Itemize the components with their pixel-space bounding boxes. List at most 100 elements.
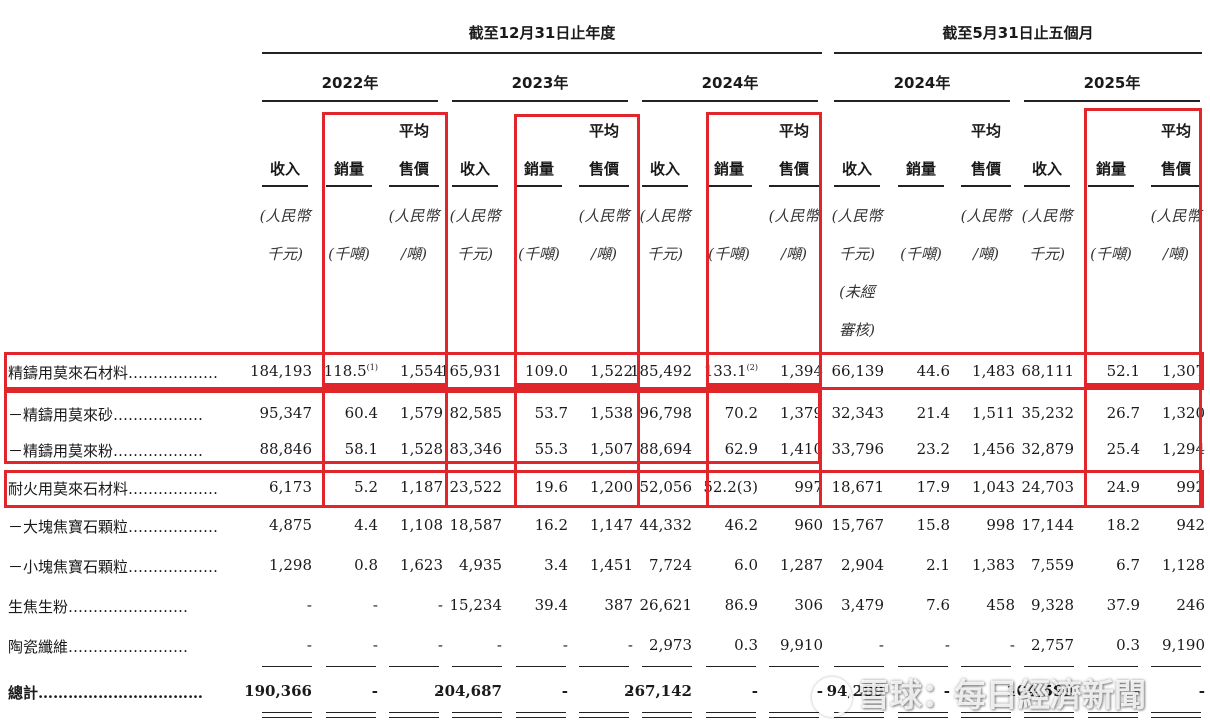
column-header-price-bottom: 售價: [970, 160, 1001, 178]
watermark-text: 雪球：每日經濟新聞: [858, 676, 1147, 714]
table-cell: 4,935: [432, 556, 502, 574]
cell-value: 83,346: [449, 440, 503, 458]
table-cell: -: [941, 682, 1015, 700]
cell-value: 9,910: [780, 636, 823, 654]
subtotal-rule: [579, 666, 629, 667]
column-header-revenue: 收入: [841, 160, 872, 178]
cell-value: 1,623: [400, 556, 443, 574]
cell-value: 104,599: [1006, 682, 1074, 700]
table-cell: 44.6: [878, 362, 950, 380]
column-rule: [1151, 185, 1201, 187]
cell-value: 1,147: [590, 516, 633, 534]
cell-value: -: [561, 682, 568, 700]
total-double-rule: [706, 717, 756, 718]
table-cell: 185,492: [622, 362, 692, 380]
cell-value: 52.1: [1106, 362, 1140, 380]
cell-value: 0.3: [734, 636, 758, 654]
total-double-rule: [1024, 717, 1074, 718]
column-rule: [642, 185, 688, 187]
cell-value: 37.9: [1106, 596, 1140, 614]
total-double-rule: [898, 712, 948, 713]
column-header-price-bottom: 售價: [1160, 160, 1191, 178]
subtotal-rule: [262, 666, 312, 667]
cell-value: 39.4: [534, 596, 568, 614]
cell-value: 1,298: [269, 556, 312, 574]
unit-unaudited-2: 審核): [839, 321, 875, 339]
column-header-revenue: 收入: [269, 160, 300, 178]
table-cell: 165,931: [432, 362, 502, 380]
cell-value: 82,585: [449, 404, 503, 422]
cell-value: 7,559: [1031, 556, 1074, 574]
highlight-box: [706, 386, 822, 508]
cell-value: -: [436, 682, 443, 700]
column-rule: [452, 185, 498, 187]
row-label: 精鑄用莫來石材料………………: [8, 364, 219, 382]
table-cell: 6.7: [1068, 556, 1140, 574]
row-label: －精鑄用莫來砂………………: [8, 406, 204, 424]
unit-price-1: (人民幣: [388, 207, 440, 225]
unit-volume: (千噸): [328, 245, 370, 263]
cell-value: 15,767: [831, 516, 885, 534]
total-double-rule: [706, 712, 756, 713]
cell-value: 3,479: [841, 596, 884, 614]
table-cell: 190,366: [242, 682, 312, 700]
unit-price-2: /噸): [401, 245, 427, 263]
cell-value: 9,328: [1031, 596, 1074, 614]
table-cell: 1,307: [1131, 362, 1205, 380]
cell-value: 88,694: [639, 440, 693, 458]
table-cell: 184,193: [242, 362, 312, 380]
total-double-rule: [516, 712, 566, 713]
row-label: 生焦生粉……………………: [8, 598, 189, 616]
year-rule: [834, 100, 1010, 102]
table-cell: -: [559, 682, 633, 700]
year-header: 2023年: [511, 74, 569, 92]
column-header-volume: 銷量: [1095, 160, 1126, 178]
table-cell: 53.7: [496, 404, 568, 422]
table-cell: 66,139: [814, 362, 885, 380]
cell-value: -: [1133, 682, 1140, 700]
cell-value: 18,671: [831, 478, 885, 496]
table-cell: 33,796: [814, 440, 885, 458]
cell-value: 32,343: [831, 404, 885, 422]
table-cell: -: [686, 682, 758, 700]
column-header-price-top: 平均: [778, 122, 809, 140]
unit-volume: (千噸): [708, 245, 750, 263]
column-rule: [579, 185, 629, 187]
table-cell: 18,671: [814, 478, 885, 496]
table-cell: 942: [1131, 516, 1205, 534]
table-cell: 1,320: [1131, 404, 1205, 422]
table-cell: 1,511: [941, 404, 1015, 422]
total-double-rule: [1151, 717, 1201, 718]
table-cell: -: [941, 636, 1015, 654]
table-cell: 3.4: [496, 556, 568, 574]
table-cell: 26.7: [1068, 404, 1140, 422]
cell-value: 1,187: [400, 478, 443, 496]
table-cell: -: [559, 636, 633, 654]
table-cell: 52,056: [622, 478, 693, 496]
table-cell: -: [306, 596, 378, 614]
cell-value: 6.0: [734, 556, 758, 574]
cell-value: 6,173: [269, 478, 312, 496]
cell-value: 52.2(3): [703, 478, 758, 496]
column-rule: [769, 185, 819, 187]
highlight-box: [1084, 108, 1202, 386]
cell-value: 1,379: [780, 404, 823, 422]
total-double-rule: [769, 717, 819, 718]
cell-value: 185,492: [629, 362, 692, 380]
cell-value: 23,522: [449, 478, 503, 496]
table-cell: 1,507: [559, 440, 633, 458]
column-rule: [898, 185, 944, 187]
cell-value: -: [627, 636, 633, 654]
cell-value: 2,973: [649, 636, 692, 654]
table-cell: 1,623: [369, 556, 443, 574]
total-double-rule: [1024, 712, 1074, 713]
cell-value: 1,538: [590, 404, 633, 422]
cell-value: 1,394: [780, 362, 823, 380]
column-rule: [262, 185, 308, 187]
table-cell: 6.0: [686, 556, 758, 574]
table-cell: -: [878, 636, 950, 654]
row-label: 總計……………………………: [8, 684, 204, 702]
table-cell: -: [496, 682, 568, 700]
table-cell: 0.8: [306, 556, 378, 574]
table-cell: 2.1: [878, 556, 950, 574]
